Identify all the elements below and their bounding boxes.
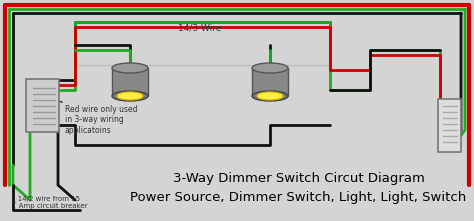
Text: 14/3 Wire: 14/3 Wire — [178, 23, 222, 32]
Text: _ 14/2 wire from 15
   Amp circuit breaker: _ 14/2 wire from 15 Amp circuit breaker — [12, 195, 88, 209]
Text: 3-Way Dimmer Switch Circut Diagram
Power Source, Dimmer Switch, Light, Light, Sw: 3-Way Dimmer Switch Circut Diagram Power… — [130, 172, 467, 204]
Ellipse shape — [252, 91, 288, 101]
FancyBboxPatch shape — [27, 78, 60, 131]
Bar — [75, 22, 330, 65]
Ellipse shape — [112, 63, 148, 73]
Ellipse shape — [252, 63, 288, 73]
FancyBboxPatch shape — [438, 99, 462, 152]
Bar — [112, 68, 148, 96]
Ellipse shape — [112, 91, 148, 101]
Bar — [252, 68, 288, 96]
Ellipse shape — [117, 92, 143, 100]
Text: Red wire only used
in 3-way wiring
applicatoins: Red wire only used in 3-way wiring appli… — [65, 105, 137, 135]
Ellipse shape — [257, 92, 283, 100]
